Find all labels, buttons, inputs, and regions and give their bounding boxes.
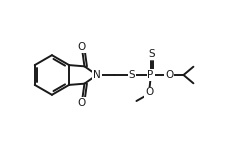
Text: O: O xyxy=(77,42,85,52)
Text: O: O xyxy=(77,98,85,108)
Text: S: S xyxy=(148,49,155,59)
Text: O: O xyxy=(145,87,154,97)
Text: N: N xyxy=(93,70,101,80)
Text: S: S xyxy=(129,70,135,80)
Text: O: O xyxy=(165,70,173,80)
Text: P: P xyxy=(148,70,154,80)
